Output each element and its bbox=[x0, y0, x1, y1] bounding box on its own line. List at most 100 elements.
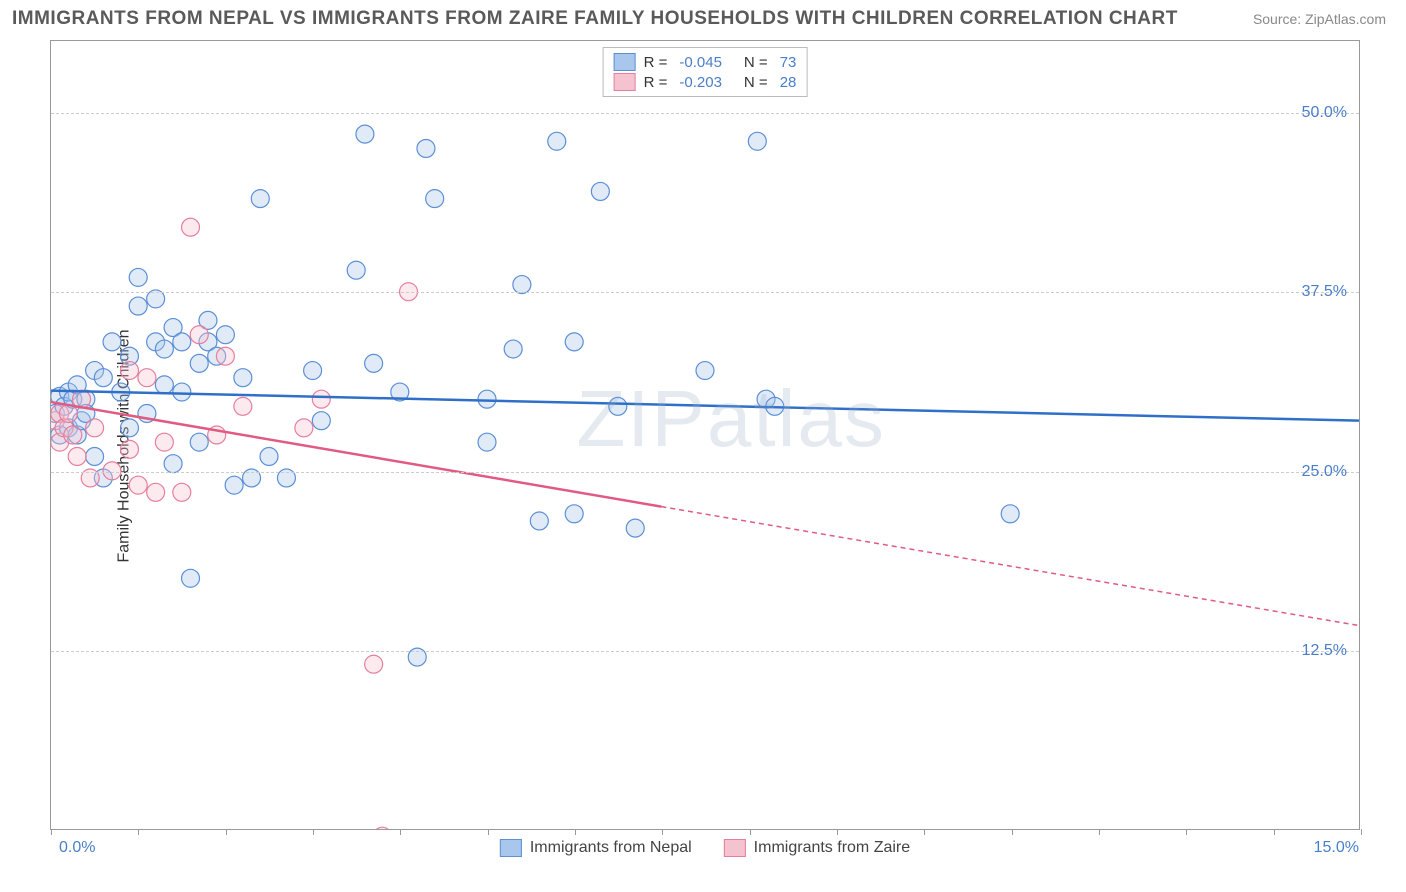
data-point bbox=[591, 182, 609, 200]
gridline bbox=[51, 472, 1359, 473]
data-point bbox=[155, 340, 173, 358]
data-point bbox=[295, 419, 313, 437]
data-point bbox=[182, 569, 200, 587]
legend-series-label: Immigrants from Zaire bbox=[754, 839, 910, 857]
legend-r-value: -0.203 bbox=[679, 74, 722, 91]
legend-n-value: 73 bbox=[780, 54, 797, 71]
legend-swatch bbox=[500, 839, 522, 857]
data-point bbox=[225, 476, 243, 494]
x-tick-mark bbox=[313, 829, 314, 835]
data-point bbox=[251, 190, 269, 208]
data-point bbox=[173, 333, 191, 351]
y-tick-label: 12.5% bbox=[1302, 642, 1347, 660]
data-point bbox=[478, 390, 496, 408]
gridline bbox=[51, 292, 1359, 293]
x-tick-label: 0.0% bbox=[59, 839, 95, 857]
legend-stat-row: R = -0.045 N = 73 bbox=[614, 52, 797, 72]
y-tick-label: 25.0% bbox=[1302, 463, 1347, 481]
source-label: Source: ZipAtlas.com bbox=[1253, 11, 1386, 27]
data-point bbox=[129, 268, 147, 286]
data-point bbox=[478, 433, 496, 451]
x-tick-mark bbox=[575, 829, 576, 835]
data-point bbox=[216, 347, 234, 365]
data-point bbox=[173, 483, 191, 501]
x-tick-mark bbox=[1186, 829, 1187, 835]
data-point bbox=[312, 412, 330, 430]
x-tick-mark bbox=[1012, 829, 1013, 835]
x-tick-mark bbox=[488, 829, 489, 835]
data-point bbox=[609, 397, 627, 415]
data-point bbox=[86, 448, 104, 466]
data-point bbox=[748, 132, 766, 150]
legend-series-label: Immigrants from Nepal bbox=[530, 839, 692, 857]
data-point bbox=[129, 297, 147, 315]
data-point bbox=[513, 276, 531, 294]
chart-header: IMMIGRANTS FROM NEPAL VS IMMIGRANTS FROM… bbox=[0, 0, 1406, 34]
x-tick-mark bbox=[51, 829, 52, 835]
data-point bbox=[68, 448, 86, 466]
trend-line-extension bbox=[661, 507, 1359, 626]
data-point bbox=[103, 462, 121, 480]
data-point bbox=[626, 519, 644, 537]
data-point bbox=[155, 376, 173, 394]
data-point bbox=[504, 340, 522, 358]
data-point bbox=[190, 433, 208, 451]
gridline bbox=[51, 651, 1359, 652]
data-point bbox=[260, 448, 278, 466]
legend-n-label: N = bbox=[744, 74, 768, 91]
data-point bbox=[565, 505, 583, 523]
data-point bbox=[216, 326, 234, 344]
data-point bbox=[347, 261, 365, 279]
scatter-plot bbox=[51, 41, 1359, 829]
legend-series-item: Immigrants from Zaire bbox=[724, 839, 910, 857]
data-point bbox=[94, 369, 112, 387]
x-tick-mark bbox=[1274, 829, 1275, 835]
data-point bbox=[696, 362, 714, 380]
legend-r-value: -0.045 bbox=[679, 54, 722, 71]
data-point bbox=[373, 827, 391, 829]
legend-series-item: Immigrants from Nepal bbox=[500, 839, 692, 857]
x-tick-mark bbox=[924, 829, 925, 835]
data-point bbox=[426, 190, 444, 208]
y-tick-label: 50.0% bbox=[1302, 104, 1347, 122]
data-point bbox=[356, 125, 374, 143]
data-point bbox=[120, 419, 138, 437]
data-point bbox=[64, 426, 82, 444]
x-tick-mark bbox=[226, 829, 227, 835]
data-point bbox=[548, 132, 566, 150]
data-point bbox=[155, 433, 173, 451]
gridline bbox=[51, 113, 1359, 114]
y-tick-label: 37.5% bbox=[1302, 283, 1347, 301]
data-point bbox=[565, 333, 583, 351]
data-point bbox=[365, 655, 383, 673]
data-point bbox=[147, 483, 165, 501]
data-point bbox=[365, 354, 383, 372]
x-tick-label: 15.0% bbox=[1314, 839, 1359, 857]
data-point bbox=[164, 455, 182, 473]
legend-n-value: 28 bbox=[780, 74, 797, 91]
legend-swatch bbox=[614, 53, 636, 71]
chart-area: ZIPatlas R =-0.045N =73R =-0.203N =28 Im… bbox=[50, 40, 1360, 830]
data-point bbox=[190, 326, 208, 344]
data-point bbox=[234, 397, 252, 415]
legend-r-label: R = bbox=[644, 54, 668, 71]
data-point bbox=[120, 362, 138, 380]
x-tick-mark bbox=[138, 829, 139, 835]
data-point bbox=[129, 476, 147, 494]
data-point bbox=[103, 333, 121, 351]
data-point bbox=[417, 139, 435, 157]
x-tick-mark bbox=[400, 829, 401, 835]
x-tick-mark bbox=[750, 829, 751, 835]
data-point bbox=[190, 354, 208, 372]
data-point bbox=[182, 218, 200, 236]
legend-swatch bbox=[614, 73, 636, 91]
data-point bbox=[120, 440, 138, 458]
data-point bbox=[304, 362, 322, 380]
legend-series: Immigrants from Nepal Immigrants from Zai… bbox=[500, 839, 910, 857]
data-point bbox=[530, 512, 548, 530]
data-point bbox=[234, 369, 252, 387]
legend-n-label: N = bbox=[744, 54, 768, 71]
legend-swatch bbox=[724, 839, 746, 857]
data-point bbox=[173, 383, 191, 401]
legend-stat-row: R =-0.203N =28 bbox=[614, 72, 797, 92]
